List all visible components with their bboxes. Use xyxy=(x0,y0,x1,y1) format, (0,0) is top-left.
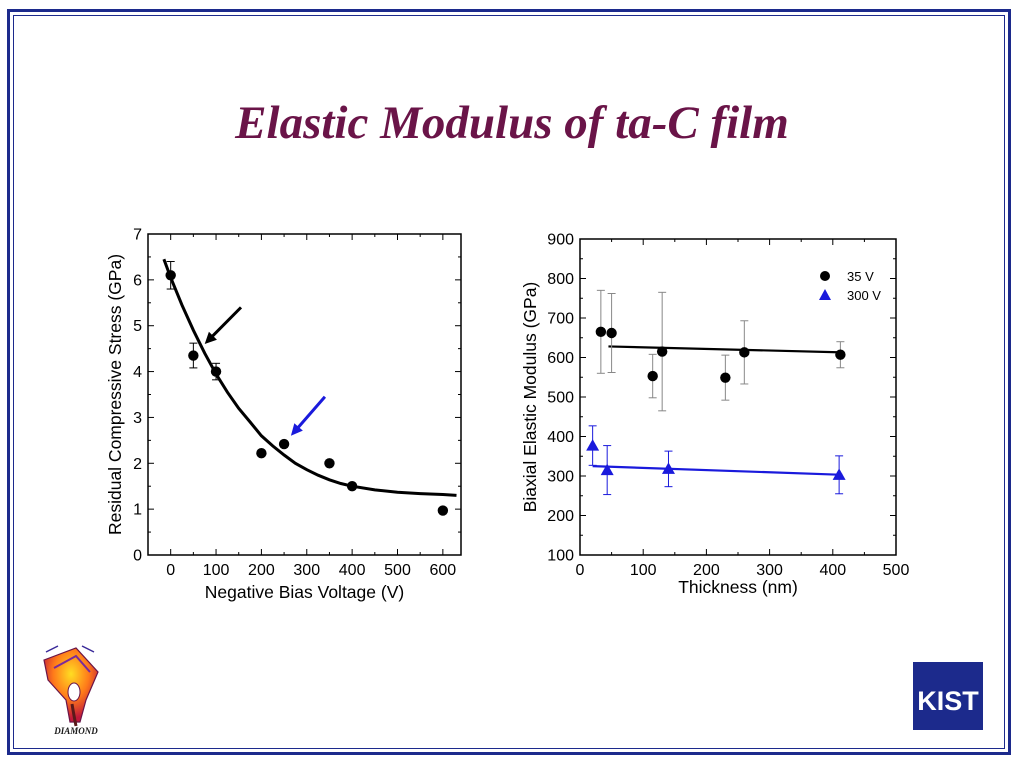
y-tick-label: 4 xyxy=(133,364,142,381)
fit-line xyxy=(608,345,843,354)
x-tick-label: 0 xyxy=(576,562,585,579)
data-point-circle xyxy=(324,458,335,469)
x-tick-label: 400 xyxy=(339,562,366,579)
y-tick-label: 0 xyxy=(133,548,142,565)
y-tick-label: 400 xyxy=(547,429,574,446)
data-point-circle xyxy=(720,372,731,383)
fit-curve xyxy=(162,258,457,497)
data-point-circle xyxy=(656,346,668,357)
x-tick-label: 400 xyxy=(819,562,846,579)
legend-marker-triangle xyxy=(819,289,831,300)
x-axis-title: Thickness (nm) xyxy=(678,577,798,597)
x-tick-label: 600 xyxy=(430,562,457,579)
x-tick-label: 300 xyxy=(756,562,783,579)
y-tick-label: 2 xyxy=(133,456,142,473)
y-tick-label: 200 xyxy=(547,508,574,525)
annotation-arrowhead xyxy=(290,423,303,436)
x-tick-label: 0 xyxy=(166,562,175,579)
data-point-circle xyxy=(437,505,449,516)
data-point-circle xyxy=(256,447,267,459)
y-tick-label: 3 xyxy=(133,410,142,427)
legend-marker-circle xyxy=(820,271,830,281)
y-tick-label: 300 xyxy=(547,469,574,486)
diamond-lab-logo-text: DIAMOND xyxy=(53,726,98,736)
y-tick-label: 100 xyxy=(547,548,574,565)
x-tick-label: 100 xyxy=(630,562,657,579)
x-tick-label: 300 xyxy=(293,562,320,579)
y-tick-label: 900 xyxy=(547,232,574,249)
data-point-circle xyxy=(595,326,607,338)
y-tick-label: 5 xyxy=(133,318,142,335)
slide-frame-inner xyxy=(13,15,1005,749)
data-point-circle xyxy=(835,349,846,360)
slide-frame-outer xyxy=(7,9,1011,755)
annotation-arrow-line xyxy=(211,306,243,338)
data-point-triangle xyxy=(832,468,846,480)
y-tick-label: 600 xyxy=(547,350,574,367)
y-tick-label: 700 xyxy=(547,311,574,328)
data-point-circle xyxy=(606,327,617,339)
x-tick-label: 200 xyxy=(693,562,720,579)
y-tick-label: 800 xyxy=(547,271,574,288)
legend-label: 35 V xyxy=(847,269,874,284)
legend-label: 300 V xyxy=(847,288,881,303)
kist-logo-text: KIST xyxy=(917,686,979,716)
annotation-arrow-line xyxy=(296,395,327,429)
y-tick-label: 7 xyxy=(133,227,142,244)
annotation-arrowhead xyxy=(204,331,217,345)
data-point-circle xyxy=(346,481,358,492)
plot-frame xyxy=(579,238,897,556)
y-tick-label: 1 xyxy=(133,502,142,519)
data-point-triangle xyxy=(600,463,614,476)
data-point-circle xyxy=(278,438,290,450)
x-tick-label: 200 xyxy=(248,562,275,579)
data-point-circle xyxy=(165,270,176,281)
y-axis-title: Biaxial Elastic Modulus (GPa) xyxy=(520,282,540,513)
data-point-triangle xyxy=(586,439,600,451)
data-point-triangle xyxy=(661,462,675,474)
data-point-circle xyxy=(739,347,750,358)
diamond-lab-logo: DIAMOND xyxy=(43,645,99,736)
y-tick-label: 500 xyxy=(547,390,574,407)
fit-line xyxy=(592,465,843,476)
x-tick-label: 500 xyxy=(883,562,910,579)
slide-title: Elastic Modulus of ta-C film xyxy=(235,97,789,149)
data-point-circle xyxy=(188,350,199,361)
kist-logo: KIST xyxy=(913,662,983,730)
x-tick-label: 500 xyxy=(384,562,411,579)
data-point-circle xyxy=(647,370,658,382)
data-point-circle xyxy=(210,366,222,377)
y-tick-label: 6 xyxy=(133,272,142,289)
y-axis-title: Residual Compressive Stress (GPa) xyxy=(105,254,125,535)
x-tick-label: 100 xyxy=(203,562,230,579)
x-axis-title: Negative Bias Voltage (V) xyxy=(205,582,404,602)
